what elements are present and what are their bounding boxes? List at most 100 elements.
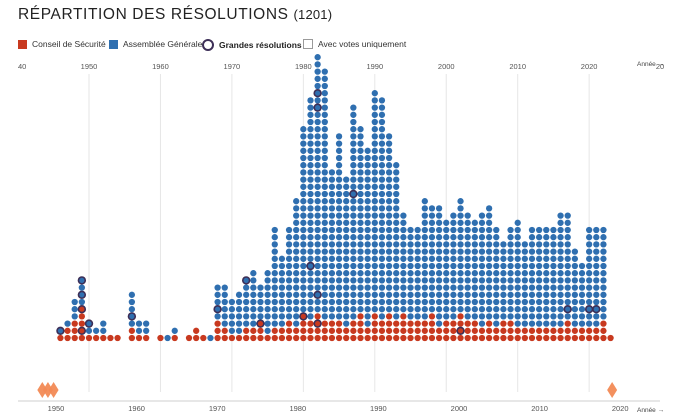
general-assembly-dot bbox=[485, 298, 493, 306]
security-council-dot bbox=[385, 320, 393, 327]
general-assembly-dot bbox=[307, 169, 314, 176]
general-assembly-dot bbox=[443, 219, 450, 226]
general-assembly-dot bbox=[257, 291, 264, 298]
general-assembly-dot bbox=[428, 284, 436, 291]
general-assembly-dot bbox=[385, 262, 393, 270]
major-resolution-ring bbox=[584, 305, 594, 314]
general-assembly-dot bbox=[364, 154, 371, 162]
security-council-dot bbox=[514, 334, 521, 342]
general-assembly-dot bbox=[357, 241, 364, 248]
security-council-dot bbox=[521, 334, 528, 342]
general-assembly-dot bbox=[250, 298, 257, 306]
general-assembly-dot bbox=[364, 291, 371, 298]
bottom-markers[interactable] bbox=[37, 382, 618, 398]
legend-general-assembly[interactable]: Assemblée Générale bbox=[109, 39, 202, 49]
legend-votes-only[interactable]: Avec votes uniquement bbox=[303, 39, 406, 49]
general-assembly-dot bbox=[550, 291, 557, 298]
general-assembly-dot bbox=[428, 255, 436, 262]
general-assembly-dot bbox=[307, 298, 314, 306]
general-assembly-dot bbox=[485, 234, 493, 241]
general-assembly-dot bbox=[457, 291, 464, 298]
general-assembly-dot bbox=[328, 298, 336, 306]
general-assembly-dot bbox=[521, 270, 528, 277]
general-assembly-dot bbox=[407, 226, 414, 234]
security-council-dot bbox=[607, 334, 614, 342]
security-council-dot bbox=[435, 334, 443, 342]
general-assembly-dot bbox=[385, 255, 393, 262]
security-council-dot bbox=[71, 327, 78, 334]
general-assembly-dot bbox=[300, 133, 307, 140]
general-assembly-dot bbox=[400, 248, 407, 255]
general-assembly-dot bbox=[507, 284, 514, 291]
major-resolution-ring bbox=[349, 189, 358, 199]
general-assembly-dot bbox=[485, 291, 493, 298]
general-assembly-dot bbox=[593, 241, 600, 248]
general-assembly-dot bbox=[235, 313, 243, 320]
security-council-dot bbox=[250, 334, 257, 342]
general-assembly-dot bbox=[485, 205, 493, 212]
general-assembly-dot bbox=[393, 306, 400, 313]
security-council-dot bbox=[457, 320, 464, 327]
general-assembly-dot bbox=[250, 313, 257, 320]
security-council-dot bbox=[193, 334, 200, 342]
legend-security-council[interactable]: Conseil de Sécurité bbox=[18, 39, 106, 49]
general-assembly-dot bbox=[514, 262, 521, 270]
general-assembly-dot bbox=[464, 298, 471, 306]
general-assembly-dot bbox=[357, 219, 364, 226]
general-assembly-dot bbox=[343, 277, 350, 284]
major-resolution-ring bbox=[84, 319, 94, 328]
general-assembly-dot bbox=[293, 212, 300, 219]
general-assembly-dot bbox=[321, 284, 328, 291]
general-assembly-dot bbox=[393, 205, 400, 212]
general-assembly-dot bbox=[378, 97, 386, 104]
security-council-dot bbox=[485, 334, 493, 342]
general-assembly-dot bbox=[350, 154, 357, 162]
legend: Conseil de Sécurité Assemblée Générale G… bbox=[18, 39, 438, 53]
general-assembly-dot bbox=[478, 270, 486, 277]
legend-major-resolutions[interactable]: Grandes résolutions bbox=[202, 39, 302, 51]
general-assembly-dot bbox=[350, 248, 357, 255]
security-council-dot bbox=[600, 334, 607, 342]
timeline-diamond-marker bbox=[48, 382, 59, 398]
security-council-dot bbox=[550, 334, 557, 342]
general-assembly-dot bbox=[300, 198, 307, 205]
general-assembly-dot bbox=[350, 111, 357, 118]
general-assembly-dot bbox=[493, 284, 500, 291]
general-assembly-dot bbox=[500, 291, 507, 298]
general-assembly-dot bbox=[450, 241, 457, 248]
general-assembly-dot bbox=[364, 248, 371, 255]
general-assembly-dot bbox=[321, 133, 328, 140]
general-assembly-dot bbox=[350, 147, 357, 154]
general-assembly-dot bbox=[550, 284, 557, 291]
general-assembly-dot bbox=[435, 277, 443, 284]
general-assembly-dot bbox=[600, 291, 607, 298]
general-assembly-dot bbox=[307, 277, 314, 284]
votes-only-checkbox-icon[interactable] bbox=[303, 39, 313, 49]
chart-title-count: (1201) bbox=[293, 7, 333, 22]
general-assembly-dot bbox=[378, 140, 386, 147]
general-assembly-dot bbox=[307, 118, 314, 126]
general-assembly-dot bbox=[514, 255, 521, 262]
general-assembly-dot bbox=[307, 270, 314, 277]
general-assembly-dot bbox=[307, 248, 314, 255]
general-assembly-dot bbox=[428, 234, 436, 241]
major-resolution-ring bbox=[313, 103, 322, 112]
major-resolution-ring bbox=[306, 261, 315, 271]
general-assembly-dot bbox=[300, 162, 307, 169]
general-assembly-dot bbox=[514, 241, 521, 248]
general-assembly-dot bbox=[564, 226, 571, 234]
general-assembly-dot bbox=[214, 284, 221, 291]
general-assembly-dot bbox=[385, 140, 393, 147]
top-tick-label: 1960 bbox=[152, 62, 169, 71]
general-assembly-dot bbox=[528, 241, 536, 248]
general-assembly-dot bbox=[350, 126, 357, 133]
general-assembly-dot bbox=[535, 255, 543, 262]
general-assembly-dot bbox=[343, 198, 350, 205]
general-assembly-dot bbox=[128, 298, 136, 306]
general-assembly-dot bbox=[407, 277, 414, 284]
general-assembly-dot bbox=[300, 154, 307, 162]
bottom-tick-label: 1990 bbox=[370, 404, 387, 413]
security-council-dot bbox=[543, 334, 550, 342]
security-council-dot bbox=[371, 320, 378, 327]
general-assembly-dot bbox=[393, 234, 400, 241]
